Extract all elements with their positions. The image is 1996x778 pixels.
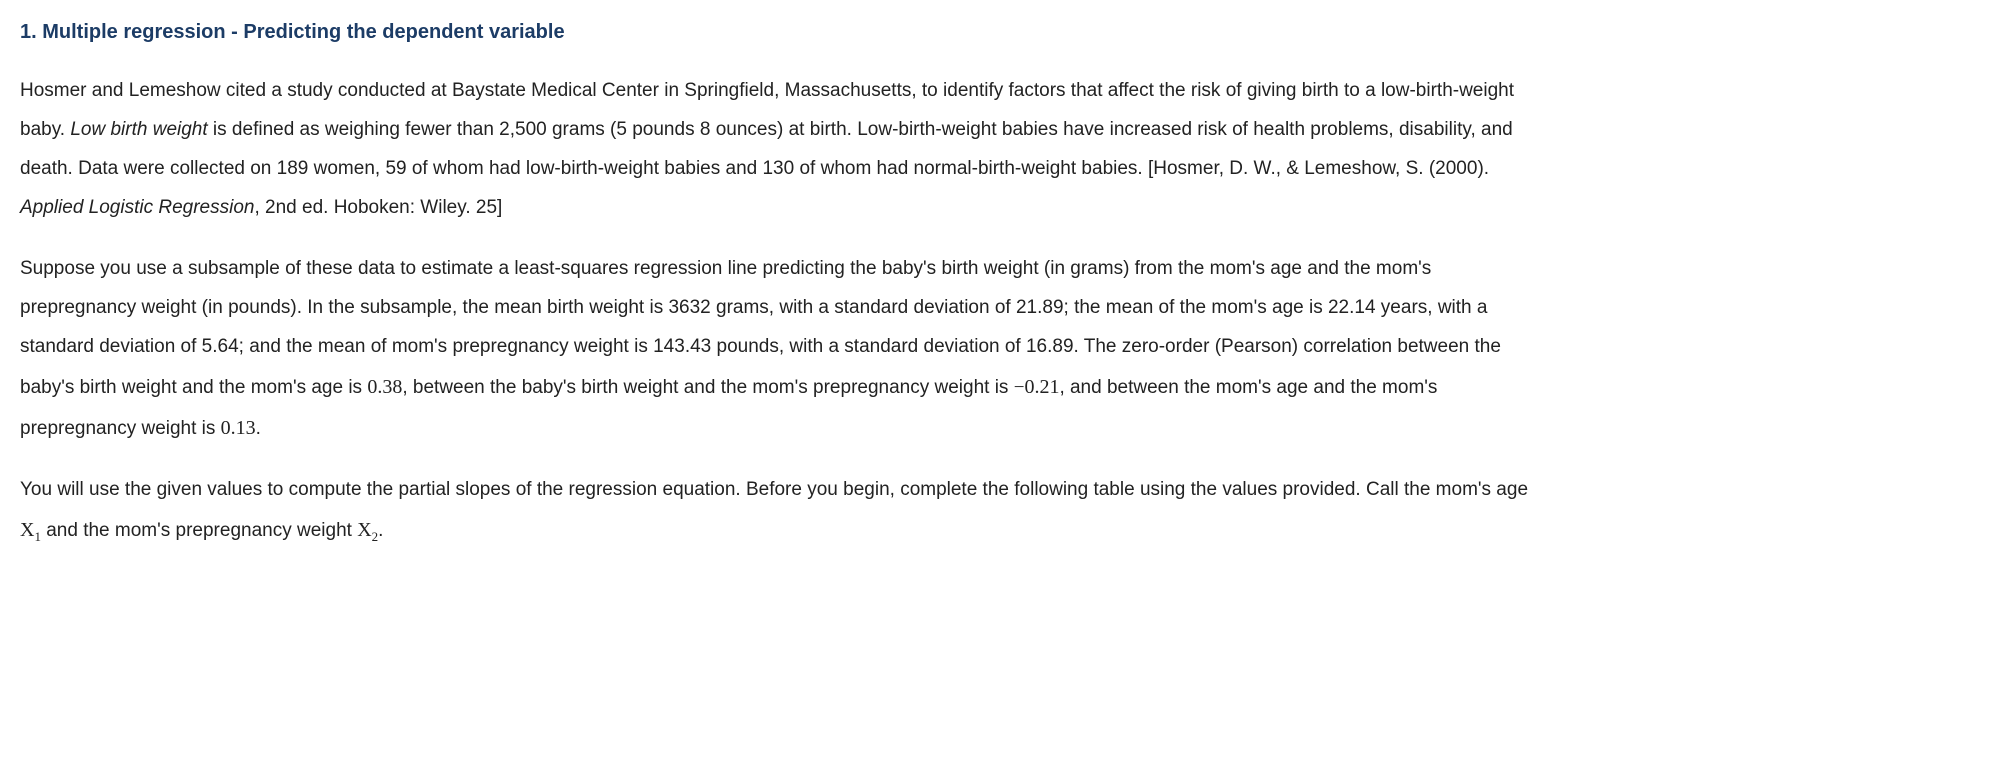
p3-text-3: . (378, 520, 383, 541)
paragraph-2: Suppose you use a subsample of these dat… (20, 250, 1550, 449)
p3-text-1: You will use the given values to compute… (20, 479, 1528, 500)
p1-text-c: , 2nd ed. Hoboken: Wiley. 25] (254, 197, 502, 218)
question-heading: 1. Multiple regression - Predicting the … (20, 18, 1976, 46)
p3-text-2: and the mom's prepregnancy weight (41, 520, 357, 541)
paragraph-1: Hosmer and Lemeshow cited a study conduc… (20, 72, 1550, 228)
p1-term-low-birth-weight: Low birth weight (70, 119, 207, 140)
question-number: 1. (20, 21, 37, 43)
correlation-y-x2: 0.21 (1024, 376, 1059, 398)
p1-text-b: is defined as weighing fewer than 2,500 … (20, 119, 1513, 179)
variable-x1: X (20, 519, 34, 541)
correlation-x1-x2: 0.13 (221, 417, 256, 439)
p2-text-2: , between the baby's birth weight and th… (402, 377, 1013, 398)
question-title: Multiple regression - Predicting the dep… (42, 21, 564, 43)
p1-book-title: Applied Logistic Regression (20, 197, 254, 218)
variable-x2: X (357, 519, 371, 541)
p2-text-4: . (256, 418, 261, 439)
paragraph-3: You will use the given values to compute… (20, 471, 1550, 551)
minus-sign: − (1014, 377, 1025, 398)
correlation-y-x1: 0.38 (367, 376, 402, 398)
